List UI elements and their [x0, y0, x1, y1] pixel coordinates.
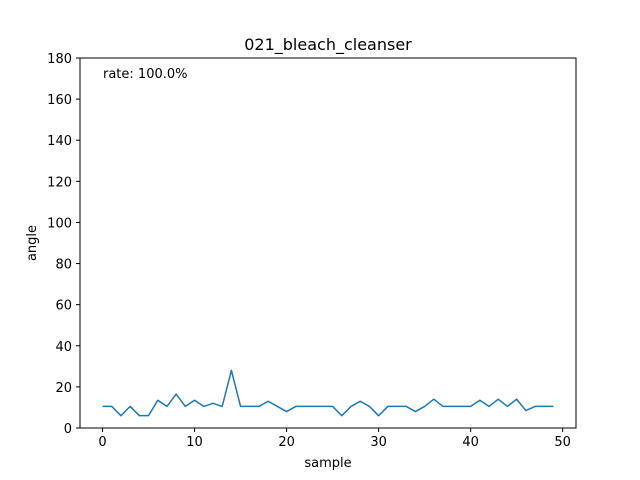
- x-tick-label: 0: [98, 435, 106, 450]
- x-axis-label: sample: [304, 456, 351, 471]
- plot-frame: [79, 57, 577, 429]
- y-tick-label: 120: [47, 175, 72, 190]
- series-line: [102, 369, 554, 417]
- y-tick-label: 40: [55, 340, 72, 355]
- series-layer: [102, 369, 554, 417]
- y-tick-label: 20: [55, 381, 72, 396]
- x-tick-label: 50: [554, 435, 571, 450]
- y-tick-label: 100: [47, 216, 72, 231]
- y-tick-label: 60: [55, 299, 72, 314]
- chart-title: 021_bleach_cleanser: [244, 35, 412, 55]
- x-tick-label: 40: [462, 435, 479, 450]
- x-tick-label: 10: [186, 435, 203, 450]
- y-tick-label: 80: [55, 258, 72, 273]
- x-tick-label: 30: [370, 435, 387, 450]
- y-tick-label: 160: [47, 93, 72, 108]
- y-tick-label: 180: [47, 52, 72, 67]
- y-tick-label: 0: [64, 422, 72, 437]
- axis-ticks: 0 10 20 30 40 50 0 20 40 60 80 100 120 140 160 180: [47, 52, 571, 450]
- x-tick-label: 20: [278, 435, 295, 450]
- y-axis-label: angle: [25, 225, 40, 261]
- rate-annotation: rate: 100.0%: [103, 67, 188, 82]
- y-tick-label: 140: [47, 134, 72, 149]
